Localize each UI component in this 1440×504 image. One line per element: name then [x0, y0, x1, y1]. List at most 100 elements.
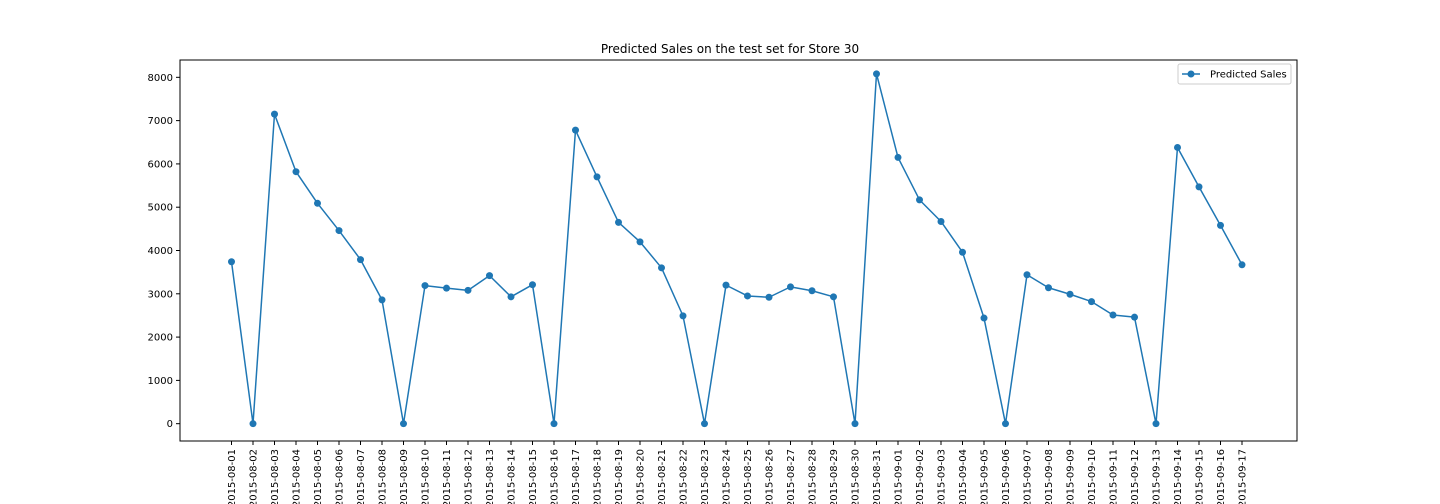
data-point — [636, 238, 644, 246]
x-tick-label: 2015-08-26 — [765, 449, 776, 504]
x-tick-label: 2015-08-30 — [851, 449, 862, 504]
data-point — [550, 420, 558, 428]
data-point — [507, 293, 515, 301]
x-tick-label: 2015-08-14 — [507, 449, 518, 504]
data-point — [980, 314, 988, 322]
legend-label: Predicted Sales — [1210, 70, 1287, 81]
data-point — [830, 293, 837, 301]
x-tick-label: 2015-08-20 — [636, 449, 647, 504]
chart-title: Predicted Sales on the test set for Stor… — [601, 42, 859, 56]
data-point — [959, 248, 966, 256]
data-point — [400, 420, 407, 428]
data-point — [1109, 311, 1117, 319]
x-tick-label: 2015-08-01 — [227, 449, 238, 504]
y-tick-label: 5000 — [148, 203, 173, 214]
x-tick-label: 2015-08-02 — [249, 449, 260, 504]
plot-frame — [179, 59, 1298, 442]
data-point — [916, 196, 923, 204]
x-tick-label: 2015-08-29 — [829, 449, 840, 504]
x-tick-label: 2015-09-06 — [1001, 449, 1012, 504]
x-tick-label: 2015-09-03 — [937, 449, 948, 504]
data-point — [894, 153, 902, 161]
x-tick-label: 2015-08-15 — [528, 449, 539, 504]
data-point — [1238, 261, 1246, 269]
data-point — [228, 258, 235, 266]
x-tick-label: 2015-08-28 — [808, 449, 819, 504]
data-point — [1066, 290, 1074, 298]
data-point — [1195, 183, 1203, 191]
x-tick-label: 2015-08-07 — [356, 449, 367, 504]
data-point — [722, 281, 730, 289]
x-tick-label: 2015-08-12 — [464, 449, 475, 504]
x-tick-label: 2015-09-15 — [1195, 449, 1206, 504]
x-tick-label: 2015-09-04 — [958, 449, 969, 504]
x-tick-label: 2015-08-18 — [593, 449, 604, 504]
x-tick-label: 2015-08-11 — [442, 449, 453, 504]
data-point — [1088, 298, 1095, 306]
data-point — [421, 282, 429, 290]
x-tick-label: 2015-08-04 — [292, 449, 303, 504]
x-tick-label: 2015-08-13 — [485, 449, 496, 504]
data-point — [937, 217, 945, 225]
x-tick-label: 2015-08-09 — [399, 449, 410, 504]
x-tick-label: 2015-08-22 — [679, 449, 690, 504]
x-tick-label: 2015-08-17 — [571, 449, 582, 504]
data-point — [335, 227, 343, 235]
x-tick-label: 2015-09-07 — [1023, 449, 1034, 504]
y-tick-label: 8000 — [148, 73, 173, 84]
x-tick-label: 2015-08-05 — [313, 449, 324, 504]
data-point — [249, 420, 257, 428]
data-point — [873, 70, 880, 78]
x-tick-label: 2015-09-10 — [1087, 449, 1098, 504]
data-point — [808, 287, 816, 295]
data-point — [378, 296, 386, 304]
data-point — [593, 173, 601, 181]
data-point — [529, 281, 536, 289]
legend-marker — [1187, 70, 1195, 78]
legend: Predicted Sales — [1177, 63, 1292, 85]
data-point — [679, 312, 687, 320]
x-tick-label: 2015-09-05 — [980, 449, 991, 504]
x-tick-label: 2015-09-11 — [1109, 449, 1120, 504]
x-tick-label: 2015-09-17 — [1238, 449, 1249, 504]
x-tick-label: 2015-09-01 — [894, 449, 905, 504]
data-point — [787, 283, 794, 291]
data-point — [1045, 284, 1052, 292]
y-tick-label: 1000 — [148, 376, 173, 387]
x-tick-label: 2015-09-02 — [915, 449, 926, 504]
data-point — [572, 126, 579, 134]
data-point — [443, 284, 450, 292]
x-tick-label: 2015-09-14 — [1173, 449, 1184, 504]
x-tick-label: 2015-09-09 — [1066, 449, 1077, 504]
data-point — [486, 272, 493, 280]
data-point — [1174, 143, 1181, 151]
x-tick-label: 2015-08-16 — [550, 449, 561, 504]
x-tick-label: 2015-08-19 — [614, 449, 625, 504]
data-point — [292, 168, 300, 176]
data-point — [1152, 420, 1160, 428]
x-tick-label: 2015-08-25 — [743, 449, 754, 504]
x-tick-label: 2015-08-08 — [378, 449, 389, 504]
x-tick-label: 2015-08-21 — [657, 449, 668, 504]
y-tick-label: 2000 — [148, 333, 173, 344]
x-tick-label: 2015-08-06 — [335, 449, 346, 504]
data-point — [615, 218, 622, 226]
x-tick-label: 2015-09-08 — [1044, 449, 1055, 504]
axes: 0 1000 2000 3000 4000 5000 6000 7000 8000 2015-08… — [148, 59, 1298, 504]
series-line — [230, 73, 1243, 425]
x-tick-label: 2015-08-31 — [872, 449, 883, 504]
x-tick-label: 2015-08-24 — [722, 449, 733, 504]
series-layer — [228, 70, 1246, 428]
x-tick-label: 2015-08-23 — [700, 449, 711, 504]
data-point — [1002, 420, 1009, 428]
data-point — [851, 420, 859, 428]
y-tick-label: 4000 — [148, 246, 173, 257]
data-point — [701, 420, 708, 428]
x-tick-label: 2015-09-16 — [1216, 449, 1227, 504]
y-tick-label: 6000 — [148, 159, 173, 170]
legend-box — [1177, 63, 1292, 85]
data-point — [658, 264, 665, 272]
y-tick-label: 0 — [167, 419, 173, 430]
